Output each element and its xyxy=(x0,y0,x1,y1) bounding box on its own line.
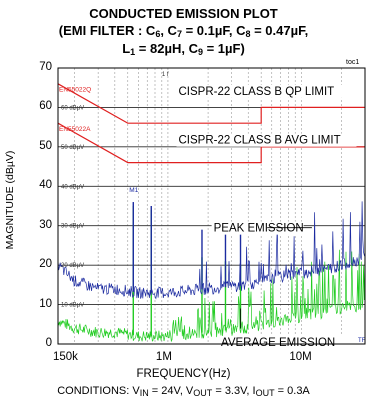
peak-emission-trace xyxy=(57,201,366,300)
peak-annotation: PEAK EMISSION xyxy=(214,223,304,235)
peak-label-bg xyxy=(211,221,304,235)
average-emission-trace xyxy=(57,244,366,343)
ref-level-label: 10 dBµV xyxy=(61,303,84,309)
qp-limit-tag: EN55022Q xyxy=(59,87,91,94)
x-axis-label: FREQUENCY(Hz) xyxy=(136,368,231,380)
qp-limit-line xyxy=(57,83,365,124)
chart-subtitle-line2: L1 = 82µH, C9 = 1µF) xyxy=(122,41,245,57)
y-tick-label: 10 xyxy=(39,297,52,310)
conditions-caption: CONDITIONS: VIN = 24V, VOUT = 3.3V, IOUT… xyxy=(57,385,310,398)
y-tick-label: 70 xyxy=(39,61,52,73)
x-tick-label: 10M xyxy=(289,351,312,363)
average-annotation: AVERAGE EMISSION xyxy=(221,337,335,349)
avg-limit-tag: EN55022A xyxy=(59,126,91,133)
avg-limit-line xyxy=(57,122,365,164)
trace-tag: 1 f xyxy=(162,72,169,78)
y-tick-label: 40 xyxy=(39,179,52,192)
qp-label-bg xyxy=(176,84,349,98)
avg-emission-label-bg xyxy=(219,335,344,349)
x-tick-label: 1M xyxy=(155,351,172,363)
ref-level-label: 20 dBµV xyxy=(61,263,84,269)
plot-frame-top xyxy=(57,67,366,345)
qp-limit-annotation: CISPR-22 CLASS B QP LIMIT xyxy=(178,86,334,98)
marker-label: M1 xyxy=(129,187,138,194)
chart-subtitle-line1: (EMI FILTER : C6, C7 = 0.1µF, C8 = 0.47µ… xyxy=(58,23,309,39)
plot-frame xyxy=(57,67,366,345)
ref-level-label: 60 dBµV xyxy=(61,105,84,111)
x-tick-label: 150k xyxy=(53,351,78,363)
chart-title: CONDUCTED EMISSION PLOT xyxy=(89,6,278,21)
y-tick-label: 50 xyxy=(39,139,52,152)
y-tick-label: 20 xyxy=(39,258,52,271)
corner-tag: TF xyxy=(358,338,366,344)
avg-limit-annotation: CISPR-22 CLASS B AVG LIMIT xyxy=(178,135,340,147)
ref-level-label: 30 dBµV xyxy=(61,224,84,230)
toc-tag: toc1 xyxy=(346,59,359,66)
y-tick-label: 60 xyxy=(39,100,52,113)
avg-label-bg xyxy=(176,133,357,147)
ref-level-label: 40 dBµV xyxy=(61,184,84,190)
y-tick-label: 30 xyxy=(39,218,52,231)
y-tick-label: 0 xyxy=(45,337,52,349)
ref-level-label: 50 dBµV xyxy=(61,145,84,151)
